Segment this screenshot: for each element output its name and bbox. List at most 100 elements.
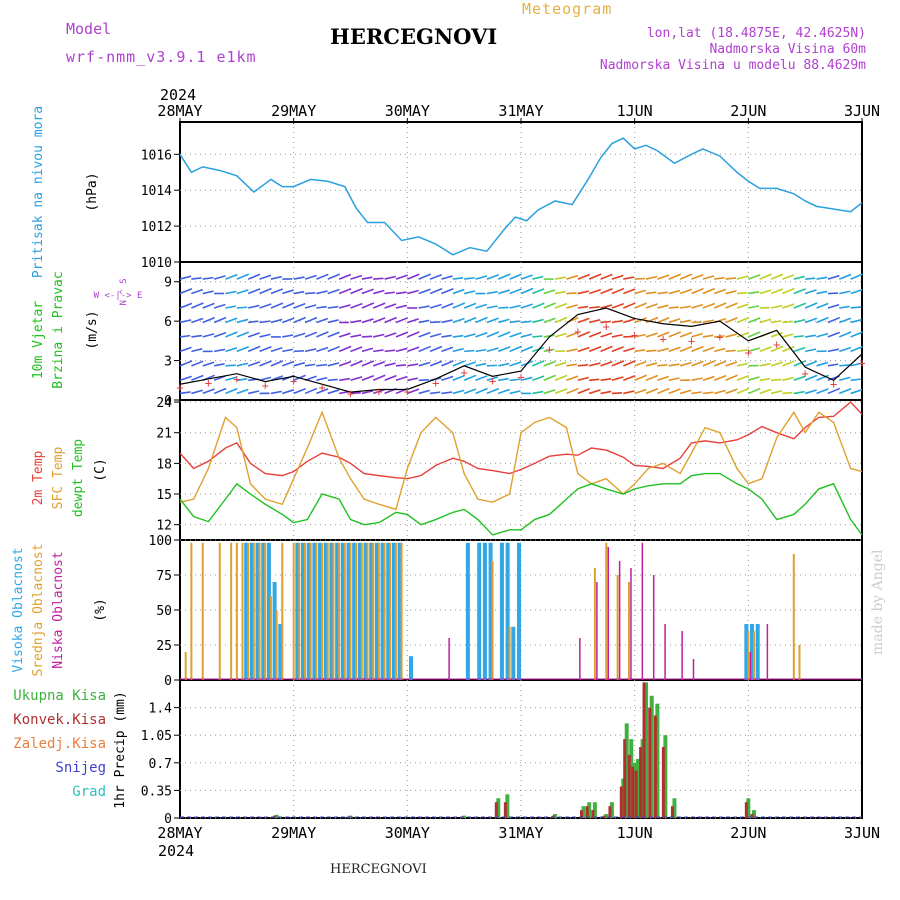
wind-arrow (680, 305, 692, 309)
cloud-mid-bar (281, 542, 284, 680)
cloud-high-bar (363, 542, 368, 680)
wind-arrow (600, 390, 612, 395)
wind-arrow (725, 374, 738, 382)
wind-arrow (407, 318, 419, 324)
wind-arrow (577, 346, 590, 353)
wind-arrow (452, 334, 464, 338)
wind-arrow (782, 333, 794, 338)
wind-arrow (839, 290, 851, 295)
wind-arrow (793, 275, 805, 280)
wind-arrow (713, 288, 727, 295)
wind-arrow (282, 317, 295, 324)
wind-arrow (498, 289, 511, 295)
wind-arrow (782, 320, 793, 324)
wind-arrow (554, 290, 566, 295)
wind-arrow (736, 348, 748, 353)
wind-arrow (361, 390, 374, 395)
wind-arrow (748, 347, 760, 353)
wind-arrow (816, 388, 829, 395)
cloud-high-bar (391, 542, 396, 680)
wind-arrow (713, 360, 727, 367)
wind-arrow (225, 305, 237, 309)
wind-gust-marker: + (290, 374, 297, 388)
ytick-label-temperature: 24 (156, 396, 172, 411)
wind-arrow (418, 305, 430, 309)
cloud-low-bar (596, 582, 598, 680)
wind-arrow (850, 318, 862, 324)
wind-arrow (679, 288, 693, 295)
precip-total-bar (581, 806, 586, 818)
wind-arrow (543, 334, 555, 338)
wind-arrow (793, 302, 807, 309)
wind-arrow (259, 320, 271, 324)
wind-arrow (316, 305, 327, 309)
temp-ylabel: 2m Temp (31, 450, 46, 505)
wind-arrow (191, 288, 204, 295)
wind-arrow (668, 318, 681, 324)
coords-label: lon,lat (18.4875E, 42.4625N) (646, 26, 866, 41)
cloud-mid-bar (389, 542, 392, 680)
wind-arrow (350, 334, 362, 338)
wind-arrow (839, 376, 851, 382)
wind-arrow (600, 345, 613, 353)
precip-convective-bar (750, 814, 754, 818)
date-label-bottom: 2JUN (730, 824, 766, 842)
wind-arrow (668, 289, 681, 295)
wind-arrow (600, 273, 613, 280)
wind-arrow (463, 374, 477, 382)
wind-arrow (498, 318, 510, 324)
wind-arrow (304, 363, 316, 367)
cloud-low-bar (607, 547, 609, 680)
cloud-high-bar (301, 542, 306, 680)
wind-arrow (713, 302, 727, 309)
wind-arrow (543, 348, 555, 353)
wind-arrow (350, 319, 362, 324)
wind-arrow (827, 387, 841, 395)
wind-arrow (566, 348, 578, 353)
precip-convective-bar (602, 815, 606, 818)
wind-arrow (827, 303, 840, 309)
wind-arrow (259, 274, 272, 280)
wind-arrow (395, 304, 407, 309)
wind-arrow (850, 378, 861, 382)
wind-arrow (429, 360, 443, 367)
wind-arrow (270, 288, 284, 295)
wind-arrow (281, 302, 295, 309)
wind-arrow (577, 317, 590, 324)
wind-arrow (225, 331, 238, 338)
wind-arrow (645, 275, 658, 280)
wind-arrow (645, 316, 659, 324)
wind-arrow (327, 288, 340, 295)
precip-total-bar (746, 798, 751, 818)
wind-arrow (804, 317, 818, 324)
cloud-mid-bar (190, 542, 193, 680)
wind-arrow (248, 320, 259, 324)
wind-arrow (350, 376, 363, 382)
wind-gust-marker: + (773, 337, 780, 351)
wind-arrow (702, 275, 715, 280)
cloud-mid-bar (343, 542, 346, 680)
wind-arrow (384, 349, 396, 353)
wind-arrow (793, 360, 807, 367)
wind-arrow (475, 387, 488, 395)
wind-arrow (543, 389, 556, 395)
ytick-label-pressure: 1016 (141, 148, 172, 163)
wind-gust-marker: + (574, 325, 581, 339)
date-label-bottom: 29MAY (271, 824, 316, 842)
wind-arrow (645, 374, 659, 382)
wind-arrow (600, 377, 612, 382)
wind-gust-marker: + (517, 370, 524, 384)
wind-arrow (350, 287, 363, 295)
wind-arrow (554, 276, 567, 280)
wind-arrow (645, 349, 657, 353)
wind-arrow (577, 273, 591, 280)
wind-arrow (600, 320, 611, 324)
date-label-top: 31MAY (498, 102, 543, 120)
ytick-label-clouds: 100 (149, 534, 172, 549)
date-label-top: 29MAY (271, 102, 316, 120)
wind-arrow (679, 345, 693, 353)
wind-arrow (225, 387, 238, 395)
wind-arrow (770, 361, 783, 367)
wind-arrow (668, 388, 681, 395)
wind-arrow (554, 374, 568, 382)
